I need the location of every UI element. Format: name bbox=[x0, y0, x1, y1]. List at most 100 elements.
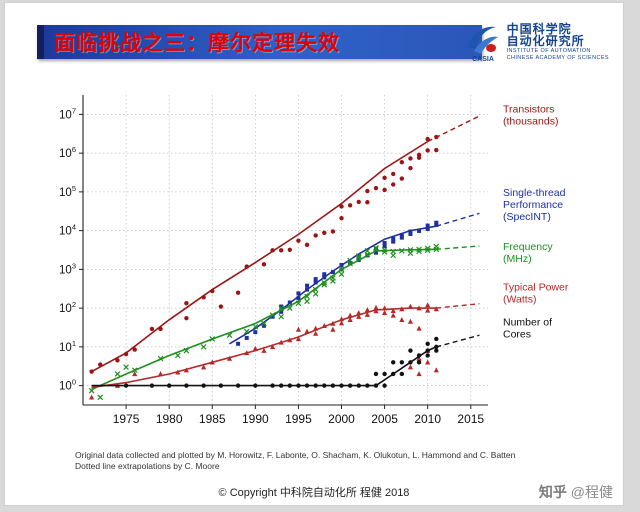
data-point bbox=[425, 302, 431, 308]
data-point bbox=[270, 314, 275, 319]
data-point bbox=[433, 243, 440, 250]
data-point bbox=[339, 383, 344, 388]
data-point bbox=[425, 359, 431, 365]
casia-logo: CASIA 中国科学院 自动化研究所 INSTITUTE OF AUTOMATI… bbox=[464, 21, 609, 63]
data-point bbox=[391, 236, 396, 241]
data-point bbox=[425, 223, 430, 228]
data-point bbox=[312, 286, 319, 293]
data-point bbox=[261, 320, 267, 327]
legend-label-transistors-thousands: Transistors bbox=[503, 103, 555, 115]
data-point bbox=[356, 310, 362, 316]
data-point bbox=[184, 300, 189, 306]
data-point bbox=[330, 383, 336, 388]
data-point bbox=[399, 316, 405, 322]
data-point bbox=[408, 360, 413, 365]
data-point bbox=[408, 156, 413, 161]
data-point bbox=[330, 326, 336, 332]
data-point bbox=[416, 155, 422, 160]
data-point bbox=[278, 248, 284, 253]
legend-label-typical-power-watts: (Watts) bbox=[503, 294, 536, 306]
data-point bbox=[304, 298, 310, 305]
data-point bbox=[408, 231, 413, 236]
data-point bbox=[373, 245, 379, 252]
data-point bbox=[149, 383, 155, 388]
data-point bbox=[416, 248, 422, 255]
data-point bbox=[408, 229, 413, 234]
data-point bbox=[434, 222, 439, 227]
y-tick-label: 101 bbox=[59, 339, 76, 354]
data-point bbox=[226, 332, 233, 339]
data-point bbox=[330, 229, 336, 234]
data-point bbox=[270, 383, 275, 388]
legend-label-frequency-mhz: Frequency bbox=[503, 241, 553, 253]
data-point bbox=[399, 233, 404, 238]
data-point bbox=[321, 281, 328, 288]
data-point bbox=[399, 176, 405, 181]
data-point bbox=[434, 336, 439, 342]
trend-extrapolation-dashed bbox=[436, 303, 480, 309]
x-tick-label: 2015 bbox=[457, 412, 484, 426]
data-point bbox=[407, 250, 414, 257]
y-tick-label: 104 bbox=[59, 223, 76, 238]
data-point bbox=[313, 325, 319, 331]
logo-en-line2: CHINESE ACADEMY OF SCIENCES bbox=[506, 54, 609, 61]
data-point bbox=[269, 344, 276, 350]
data-point bbox=[201, 383, 206, 388]
data-point bbox=[253, 330, 258, 335]
data-point bbox=[425, 341, 430, 347]
data-point bbox=[382, 383, 387, 388]
data-point bbox=[434, 147, 439, 153]
data-point bbox=[347, 383, 353, 388]
data-point bbox=[261, 262, 267, 267]
data-point bbox=[416, 353, 422, 358]
data-point bbox=[407, 364, 414, 370]
data-point bbox=[269, 312, 276, 318]
data-point bbox=[252, 345, 258, 351]
zhihu-watermark: 知乎 @程健 bbox=[539, 482, 613, 502]
data-point bbox=[296, 383, 301, 388]
data-point bbox=[425, 136, 430, 142]
data-point bbox=[338, 320, 345, 326]
data-point bbox=[321, 322, 327, 328]
y-tick-label: 102 bbox=[59, 300, 76, 315]
data-point bbox=[391, 182, 396, 187]
data-point bbox=[89, 394, 95, 400]
data-point bbox=[286, 305, 293, 311]
data-point bbox=[416, 305, 422, 311]
data-point bbox=[132, 347, 137, 352]
data-point bbox=[313, 280, 318, 285]
data-point bbox=[322, 275, 327, 280]
data-point bbox=[434, 348, 439, 353]
data-point bbox=[416, 355, 422, 361]
data-point bbox=[382, 371, 387, 377]
data-point bbox=[347, 316, 353, 322]
data-point bbox=[123, 351, 129, 357]
data-point bbox=[244, 264, 249, 269]
data-point bbox=[382, 187, 387, 193]
data-point bbox=[209, 336, 216, 342]
data-point bbox=[390, 308, 396, 314]
data-point bbox=[278, 305, 285, 311]
chart-canvas: 100 101 102 103 104 105 106 107 1975 1980 1985 1990… bbox=[59, 95, 569, 426]
data-point bbox=[158, 326, 163, 332]
data-point bbox=[391, 239, 396, 244]
legend-label-single-thread-performance-specint: Performance bbox=[503, 199, 563, 211]
data-point bbox=[416, 325, 422, 331]
logo-en-line1: INSTITUTE OF AUTOMATION bbox=[506, 47, 591, 54]
x-tick-label: 2005 bbox=[371, 412, 398, 426]
data-point bbox=[304, 383, 310, 388]
data-point bbox=[270, 248, 275, 253]
data-point bbox=[365, 200, 370, 205]
data-point bbox=[330, 320, 336, 326]
data-point bbox=[313, 277, 318, 282]
data-point bbox=[287, 383, 293, 388]
data-point bbox=[201, 364, 207, 370]
data-point bbox=[382, 175, 387, 181]
legend-label-number-of-cores: Cores bbox=[503, 329, 531, 341]
series-typical-power-watts: Typical Power(Watts) bbox=[89, 282, 569, 400]
data-point bbox=[321, 279, 328, 286]
data-point bbox=[184, 383, 189, 388]
data-point bbox=[391, 171, 396, 177]
data-point bbox=[183, 347, 190, 354]
data-point bbox=[364, 251, 371, 258]
